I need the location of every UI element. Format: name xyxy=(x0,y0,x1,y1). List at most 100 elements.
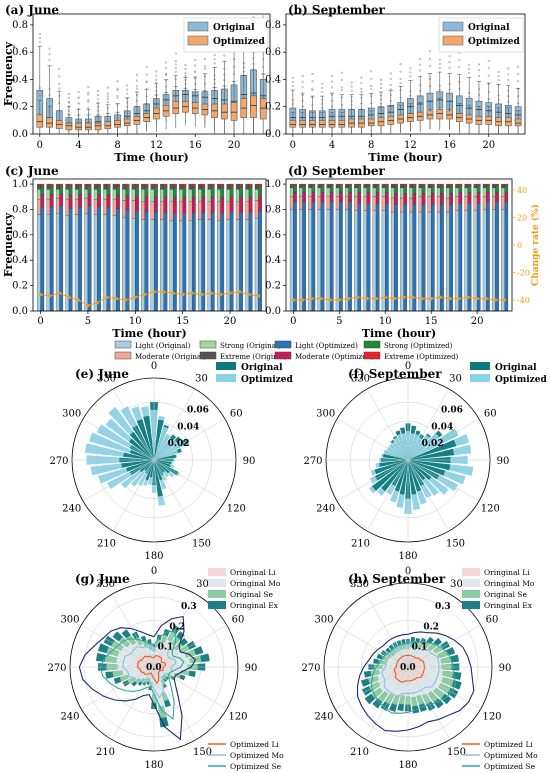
bar-segment-optimized xyxy=(385,185,389,193)
outlier-point xyxy=(419,69,422,72)
outlier-point xyxy=(360,87,363,91)
polar-bar xyxy=(121,460,154,468)
angle-tick-label: 30 xyxy=(449,374,462,385)
bar-segment-original xyxy=(363,183,367,189)
outlier-point xyxy=(106,98,109,101)
polar-bar xyxy=(391,460,408,487)
bar-segment-optimized xyxy=(106,206,111,312)
bar-segment-original xyxy=(492,196,496,210)
x-tick-label: 4 xyxy=(75,140,81,151)
x-tick-label: 5 xyxy=(85,316,91,327)
bar-segment-original xyxy=(226,183,231,190)
outlier-point xyxy=(301,105,304,108)
bar-segment-original xyxy=(400,187,404,199)
panel-e: 0 30 60 90 120 150 180 210 240 270 300 330 0.02 0.04 0… xyxy=(49,361,293,562)
polar-bar xyxy=(391,441,408,460)
outlier-point xyxy=(155,70,158,73)
bar-segment-optimized xyxy=(476,192,481,204)
polar-stack-segment xyxy=(151,657,154,667)
polar-spoke xyxy=(153,666,197,740)
bar-segment-optimized xyxy=(97,183,101,187)
bar-segment-optimized xyxy=(210,183,215,188)
bar-segment-original xyxy=(308,183,312,189)
outlier-point xyxy=(87,106,90,109)
bar-segment-optimized xyxy=(163,196,168,213)
polar-bar xyxy=(408,460,422,492)
outlier-point xyxy=(497,98,500,101)
x-tick-label: 0 xyxy=(37,316,43,327)
outlier-point xyxy=(399,89,402,92)
polar-spoke xyxy=(153,459,196,532)
outlier-point xyxy=(507,67,510,70)
polar-stack-segment xyxy=(154,655,157,667)
right-tick-label: 20 xyxy=(517,214,527,223)
x-tick-label: 20 xyxy=(482,140,495,151)
y-tick-label: 0.8 xyxy=(265,204,281,215)
bar-segment-optimized xyxy=(394,193,398,205)
panel-d: 0.0 0.2 0.4 0.6 0.8 1.0 0 5 10 15 20 Time (hour) -40… xyxy=(265,178,541,340)
outlier-point xyxy=(262,15,265,18)
outlier-point xyxy=(106,95,109,98)
bar-segment-original xyxy=(436,187,441,197)
change-rate-point xyxy=(190,291,194,295)
bar-segment-optimized xyxy=(49,183,54,187)
radial-tick-label: 0.3 xyxy=(181,602,197,612)
outlier-point xyxy=(87,93,90,96)
bar-segment-optimized xyxy=(210,186,215,197)
outlier-point xyxy=(468,72,471,75)
bar-segment-optimized xyxy=(311,183,316,187)
bar-segment-original xyxy=(372,183,377,189)
polar-stack-segment xyxy=(408,667,415,683)
outlier-point xyxy=(311,103,314,106)
x-axis-label: Time (hour) xyxy=(114,151,188,164)
outlier-point xyxy=(106,101,109,104)
angle-tick-label: 150 xyxy=(193,747,212,758)
polar-bar xyxy=(149,460,154,478)
legend-swatch xyxy=(442,21,464,32)
outlier-point xyxy=(252,57,255,60)
radial-tick-label: 0.06 xyxy=(187,406,209,416)
polar-stack-segment xyxy=(400,660,408,667)
bar-segment-original xyxy=(455,187,459,197)
polar-stack-segment xyxy=(408,656,411,667)
polar-bar xyxy=(383,449,408,460)
polar-spoke xyxy=(153,624,227,668)
bar-segment-original xyxy=(74,199,79,215)
bar-segment-original xyxy=(188,201,193,222)
box xyxy=(318,120,326,128)
panel-h-title: (h) September xyxy=(348,572,446,586)
angle-tick-label: 180 xyxy=(398,551,417,562)
bar-segment-original xyxy=(317,209,322,312)
bar-segment-optimized xyxy=(135,183,139,187)
bar-segment-optimized xyxy=(339,185,343,193)
polar-bar xyxy=(129,431,154,460)
polar-bar xyxy=(408,460,425,487)
outlier-point xyxy=(477,69,481,72)
legend-label: Oringinal Mo xyxy=(484,579,535,588)
outlier-point xyxy=(165,79,168,82)
bar-segment-original xyxy=(335,196,340,210)
angle-tick-label: 30 xyxy=(195,374,208,385)
angle-tick-label: 0 xyxy=(151,361,157,372)
x-tick-label: 12 xyxy=(150,140,163,151)
polar-spoke xyxy=(82,459,155,502)
box xyxy=(85,122,92,131)
polar-bar xyxy=(408,428,459,460)
bar-segment-optimized xyxy=(504,185,509,193)
bar-segment-optimized xyxy=(467,183,472,187)
bar-segment-original xyxy=(160,189,164,202)
polar-stack-segment xyxy=(154,667,169,671)
x-tick-label: 20 xyxy=(224,316,237,327)
outlier-point xyxy=(48,47,51,50)
bar-segment-optimized xyxy=(421,185,426,194)
change-rate-line xyxy=(40,291,259,307)
outlier-point xyxy=(507,95,510,98)
polar-line xyxy=(78,615,197,741)
change-rate-point xyxy=(228,291,232,295)
panel-a-title: (a) June xyxy=(5,3,59,17)
polar-stack-segment xyxy=(392,667,408,671)
angle-tick-label: 30 xyxy=(196,579,209,590)
bar-segment-original xyxy=(169,201,174,222)
outlier-point xyxy=(213,74,216,77)
outlier-point xyxy=(428,50,432,53)
